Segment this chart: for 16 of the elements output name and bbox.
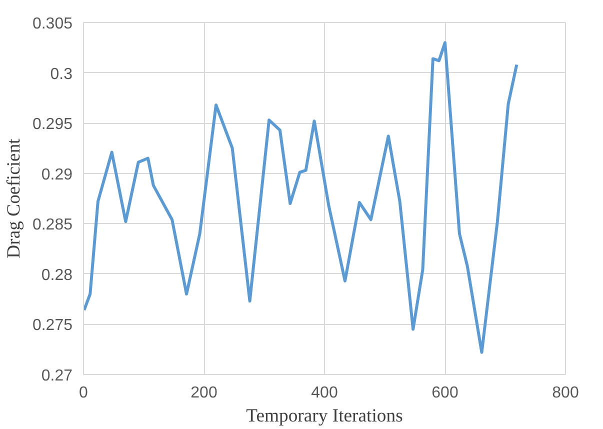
x-tick-label: 600 bbox=[432, 384, 458, 402]
y-tick-label: 0.275 bbox=[32, 317, 73, 334]
x-tick-label: 200 bbox=[190, 384, 218, 402]
y-tick-label: 0.27 bbox=[41, 368, 73, 384]
x-axis-title: Temporary Iterations bbox=[246, 406, 403, 426]
y-tick-label: 0.305 bbox=[32, 16, 73, 32]
y-tick-label: 0.28 bbox=[41, 266, 73, 284]
x-tick-label: 400 bbox=[311, 384, 338, 402]
y-axis-title: Drag Coeficient bbox=[3, 138, 24, 258]
y-tick-label: 0.285 bbox=[32, 216, 73, 234]
y-tick-label: 0.29 bbox=[41, 166, 73, 184]
x-tick-label: 800 bbox=[552, 384, 579, 402]
line-series bbox=[84, 41, 518, 354]
x-tick-label: 0 bbox=[79, 384, 88, 402]
y-tick-label: 0.3 bbox=[50, 66, 73, 83]
y-tick-label: 0.295 bbox=[32, 116, 73, 134]
